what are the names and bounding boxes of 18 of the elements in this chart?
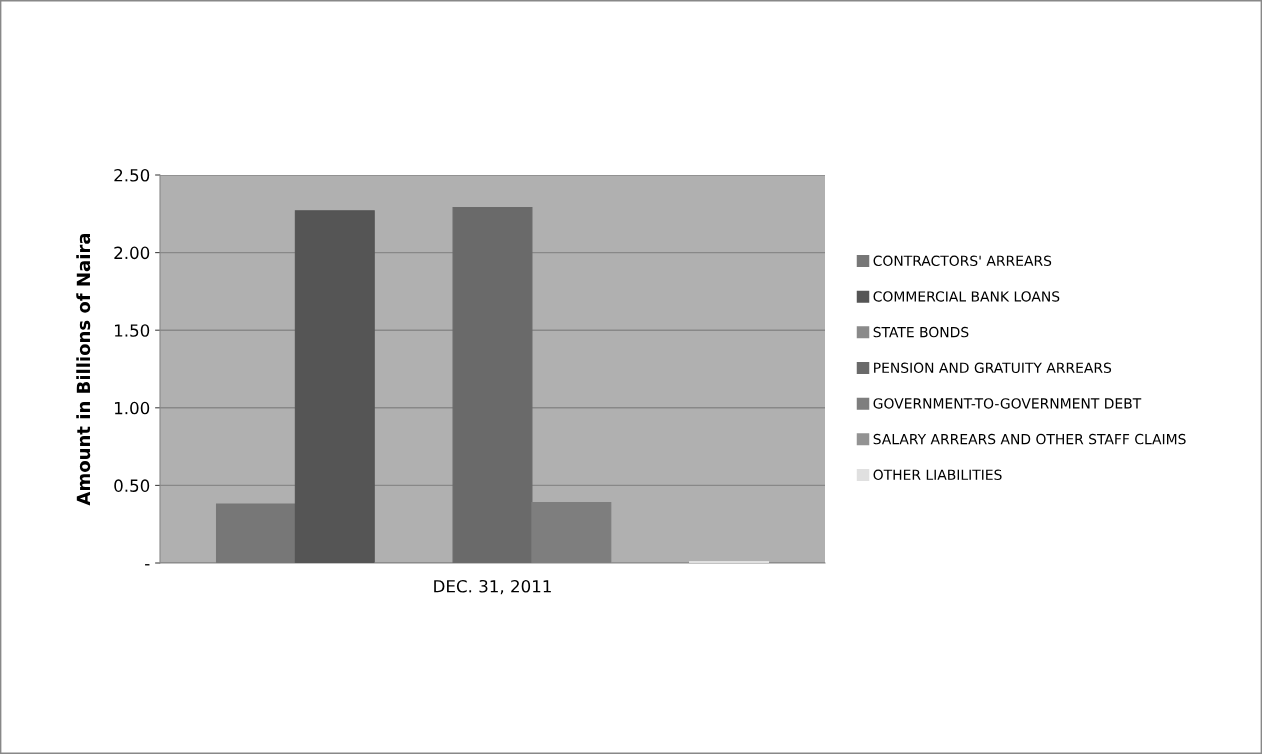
y-tick-label: 0.50 (114, 479, 150, 492)
y-axis-title: Amount in Billions of Naira (76, 233, 91, 506)
legend-label: STATE BONDS (873, 326, 969, 338)
legend-label: CONTRACTORS' ARREARS (873, 255, 1052, 267)
y-tick-label: 1.50 (115, 324, 150, 337)
legend-label: SALARY ARREARS AND OTHER STAFF CLAIMS (873, 433, 1186, 445)
bar (215, 503, 296, 563)
y-tick-label: 1.00 (115, 401, 150, 415)
legend-label: GOVERNMENT-TO-GOVERNMENT DEBT (873, 398, 1142, 409)
legend-label: COMMERCIAL BANK LOANS (873, 291, 1060, 302)
bar (452, 207, 533, 563)
legend-label: OTHER LIABILITIES (873, 469, 1002, 481)
bar (294, 210, 375, 563)
y-tick-label: 2.00 (114, 246, 150, 260)
y-tick-label: - (145, 564, 150, 566)
legend-label: PENSION AND GRATUITY ARREARS (874, 362, 1112, 374)
y-tick-label: 2.50 (114, 168, 150, 182)
x-tick-label: DEC. 31, 2011 (434, 579, 551, 595)
